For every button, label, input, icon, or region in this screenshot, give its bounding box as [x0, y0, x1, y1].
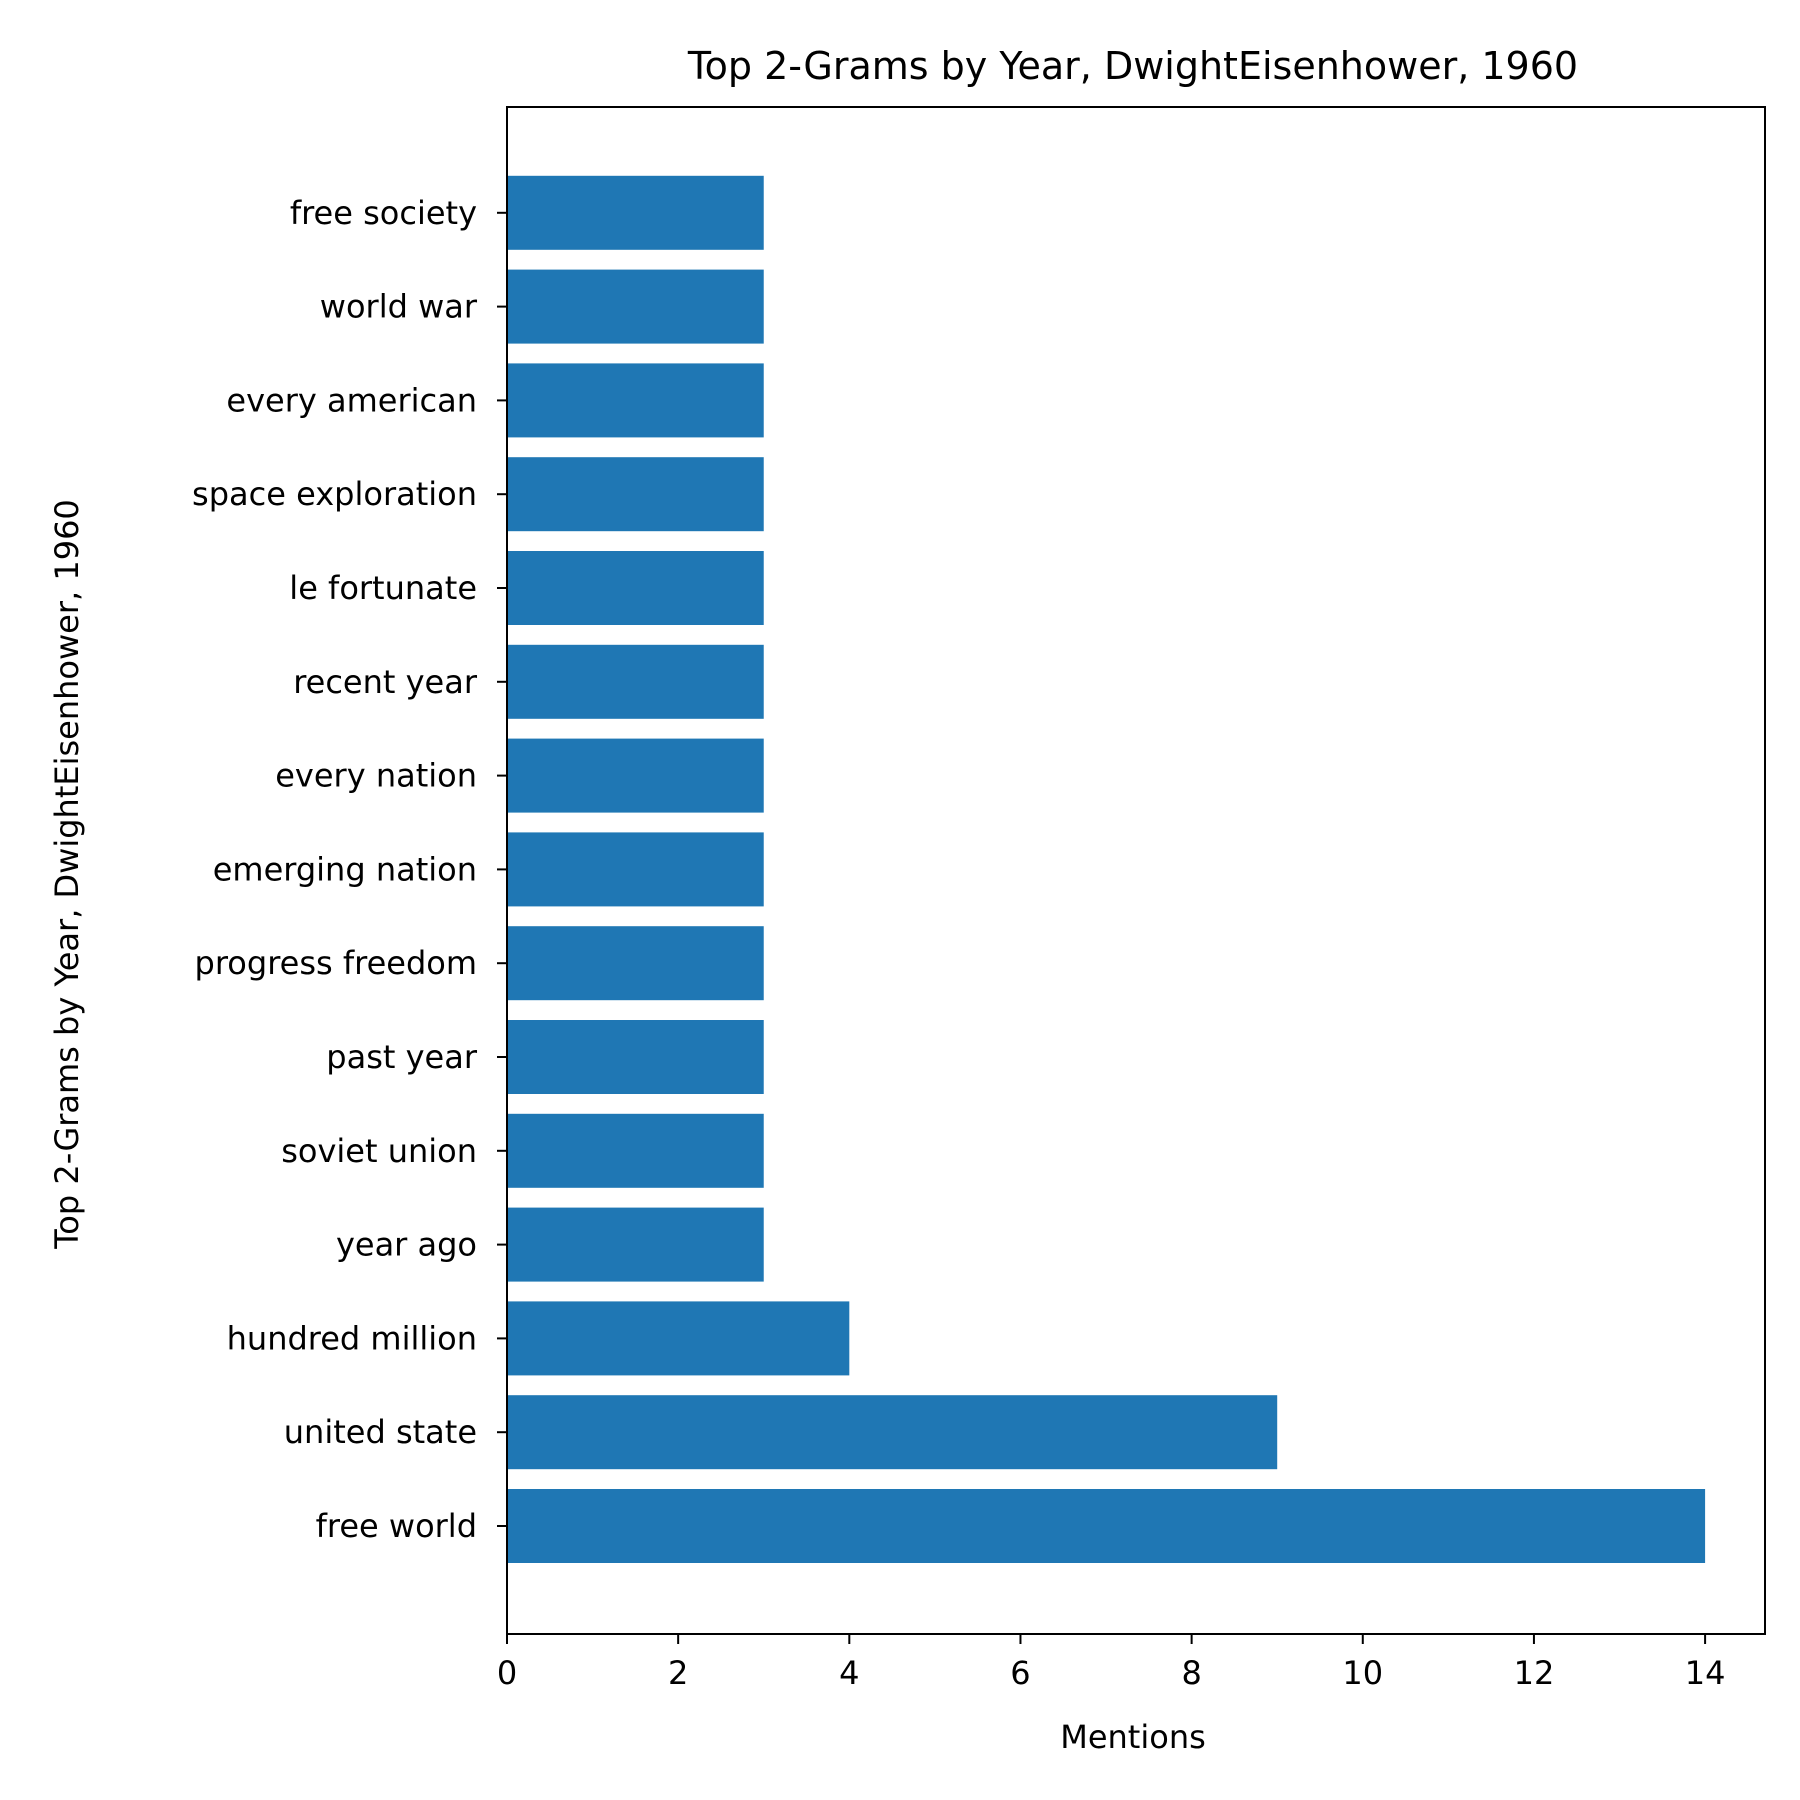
- bars-group: [507, 175, 1706, 1563]
- x-tick-label: 6: [1010, 1654, 1030, 1692]
- bar-every-nation: [507, 738, 764, 813]
- chart-title: Top 2-Grams by Year, DwightEisenhower, 1…: [687, 44, 1578, 88]
- x-ticks-group: 0 2 4 6 8 10 12 14: [497, 1634, 1726, 1692]
- bar-hundred-million: [507, 1301, 850, 1376]
- plot-frame: [506, 106, 1766, 1635]
- bar-space-exploration: [507, 457, 764, 532]
- bar-progress-freedom: [507, 926, 764, 1001]
- x-tick-label: 12: [1514, 1654, 1555, 1692]
- y-tick-label: le fortunate: [289, 569, 477, 607]
- x-tick-label: 14: [1685, 1654, 1726, 1692]
- y-tick-label: every american: [226, 381, 477, 419]
- y-tick-label: world war: [320, 288, 478, 326]
- y-tick-label: free world: [316, 1507, 477, 1545]
- y-tick-label: every nation: [275, 757, 477, 795]
- y-tick-label: soviet union: [281, 1132, 477, 1170]
- bar-every-american: [507, 363, 764, 438]
- x-axis-label: Mentions: [1060, 1718, 1206, 1756]
- x-tick-label: 8: [1181, 1654, 1201, 1692]
- x-tick-label: 0: [497, 1654, 517, 1692]
- bar-united-state: [507, 1395, 1278, 1470]
- bar-le-fortunate: [507, 551, 764, 625]
- bar-recent-year: [507, 644, 764, 719]
- bar-emerging-nation: [507, 832, 764, 907]
- y-ticks-group: free world united state hundred million yea…: [192, 194, 507, 1545]
- x-tick-label: 2: [668, 1654, 688, 1692]
- y-tick-label: hundred million: [227, 1319, 477, 1357]
- bar-free-world: [507, 1489, 1706, 1563]
- y-tick-label: recent year: [293, 663, 478, 701]
- y-tick-label: free society: [290, 194, 477, 232]
- y-tick-label: space exploration: [192, 475, 477, 513]
- bar-year-ago: [507, 1207, 764, 1282]
- x-tick-label: 4: [839, 1654, 859, 1692]
- bar-past-year: [507, 1020, 764, 1094]
- y-tick-label: past year: [326, 1038, 478, 1076]
- bar-world-war: [507, 269, 764, 344]
- y-tick-label: year ago: [336, 1226, 477, 1264]
- y-axis-label: Top 2-Grams by Year, DwightEisenhower, 1…: [48, 499, 86, 1250]
- y-tick-label: emerging nation: [213, 850, 477, 888]
- y-tick-label: united state: [284, 1413, 477, 1451]
- x-tick-label: 10: [1342, 1654, 1383, 1692]
- bar-soviet-union: [507, 1113, 764, 1188]
- bar-free-society: [507, 175, 764, 250]
- y-tick-label: progress freedom: [195, 944, 477, 982]
